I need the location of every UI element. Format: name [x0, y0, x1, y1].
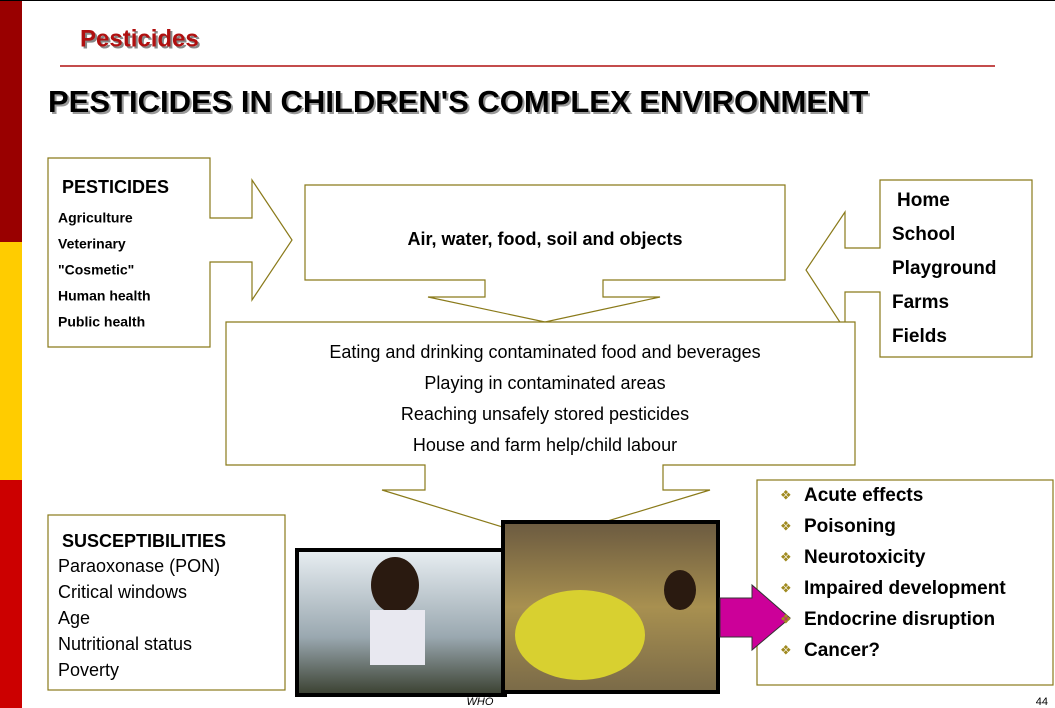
- susceptibility-item: Paraoxonase (PON): [58, 556, 220, 576]
- photo-shirt: [370, 610, 425, 665]
- bullet-icon: ❖: [780, 549, 792, 564]
- title: PESTICIDES IN CHILDREN'S COMPLEX ENVIRON…: [48, 84, 868, 119]
- photo-fruit: [515, 590, 645, 680]
- exposure-item: Reaching unsafely stored pesticides: [401, 404, 689, 424]
- susceptibilities-title: SUSCEPTIBILITIES: [62, 531, 226, 551]
- effect-item: Endocrine disruption: [804, 609, 995, 630]
- sources-title: PESTICIDES: [62, 177, 169, 197]
- source-item: Public health: [58, 314, 145, 330]
- source-item: "Cosmetic": [58, 262, 134, 278]
- effect-item: Acute effects: [804, 485, 923, 506]
- slide: Pesticides Pesticides PESTICIDES IN CHIL…: [0, 0, 1055, 708]
- media-label: Air, water, food, soil and objects: [407, 229, 682, 249]
- exposure-item: Eating and drinking contaminated food an…: [329, 342, 760, 362]
- bullet-icon: ❖: [780, 487, 792, 502]
- page-number: 44: [1036, 696, 1048, 708]
- place-item: Fields: [892, 326, 947, 347]
- susceptibility-item: Age: [58, 608, 90, 628]
- exposure-item: House and farm help/child labour: [413, 435, 677, 455]
- place-item: Home: [897, 190, 950, 211]
- bullet-icon: ❖: [780, 518, 792, 533]
- place-item: Farms: [892, 292, 949, 313]
- place-item: School: [892, 224, 955, 245]
- exposure-item: Playing in contaminated areas: [424, 373, 665, 393]
- bullet-icon: ❖: [780, 642, 792, 657]
- photo-credit: WHO: [467, 696, 494, 708]
- source-item: Human health: [58, 288, 151, 304]
- photo-vendor: [664, 570, 696, 610]
- side-bar-bottom: [0, 480, 22, 708]
- bullet-icon: ❖: [780, 580, 792, 595]
- source-item: Veterinary: [58, 236, 126, 252]
- side-bar-top: [0, 0, 22, 242]
- susceptibility-item: Critical windows: [58, 582, 187, 602]
- effect-item: Neurotoxicity: [804, 547, 926, 568]
- susceptibility-item: Nutritional status: [58, 634, 192, 654]
- bullet-icon: ❖: [780, 611, 792, 626]
- section-title: Pesticides: [80, 25, 199, 52]
- photo-figure: [371, 557, 419, 613]
- side-bar-middle: [0, 242, 22, 480]
- place-item: Playground: [892, 258, 997, 279]
- susceptibility-item: Poverty: [58, 660, 119, 680]
- effect-item: Poisoning: [804, 516, 896, 537]
- source-item: Agriculture: [58, 210, 133, 226]
- effect-item: Impaired development: [804, 578, 1006, 599]
- effect-item: Cancer?: [804, 640, 880, 661]
